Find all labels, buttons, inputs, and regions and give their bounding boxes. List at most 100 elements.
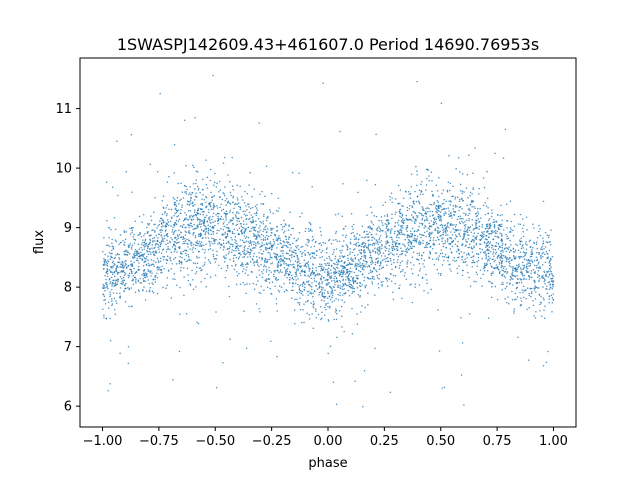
data-point	[152, 263, 155, 266]
data-point	[428, 242, 430, 245]
data-point	[461, 198, 463, 201]
data-point	[536, 247, 539, 250]
data-point	[143, 272, 145, 275]
data-point	[218, 264, 220, 267]
data-point	[447, 234, 449, 236]
data-point	[456, 196, 459, 198]
data-point	[193, 231, 195, 234]
data-point	[429, 245, 432, 248]
data-point	[240, 223, 242, 225]
data-point	[130, 287, 133, 289]
data-point	[130, 271, 133, 273]
data-point	[130, 305, 133, 308]
data-point	[351, 284, 353, 287]
x-tick-label: 0.75	[483, 434, 512, 449]
data-point	[406, 236, 409, 239]
data-point	[373, 243, 376, 246]
data-point	[288, 265, 290, 267]
data-point	[209, 168, 212, 171]
data-point	[179, 286, 181, 289]
data-point	[306, 238, 308, 241]
data-point	[545, 361, 548, 363]
data-point	[245, 347, 248, 350]
data-point	[138, 290, 140, 292]
data-point	[382, 204, 384, 206]
data-point	[463, 191, 465, 193]
data-point	[539, 266, 541, 268]
data-point	[459, 198, 461, 200]
data-point	[287, 263, 290, 266]
data-point	[488, 249, 490, 252]
data-point	[384, 246, 387, 249]
data-point	[393, 258, 395, 261]
data-point	[539, 310, 541, 312]
x-tick-label: 0.25	[370, 434, 399, 449]
data-point	[283, 219, 285, 222]
data-point	[461, 220, 463, 223]
data-point	[182, 236, 185, 239]
data-point	[542, 256, 544, 258]
data-point	[313, 271, 315, 274]
data-point	[315, 267, 317, 269]
data-point	[510, 244, 512, 246]
data-point	[220, 228, 222, 230]
data-point	[163, 237, 166, 240]
data-point	[349, 267, 352, 270]
data-point	[339, 292, 341, 294]
data-point	[377, 243, 379, 245]
data-point	[318, 248, 321, 251]
data-point	[338, 261, 340, 263]
data-point	[173, 214, 175, 217]
data-point	[441, 387, 443, 389]
data-point	[313, 290, 316, 292]
data-point	[266, 237, 269, 240]
data-point	[478, 225, 481, 227]
data-point	[410, 242, 412, 244]
data-point	[168, 208, 170, 210]
data-point	[375, 133, 377, 136]
data-point	[296, 254, 298, 257]
data-point	[315, 274, 317, 276]
data-point	[521, 273, 523, 275]
data-point	[294, 282, 297, 285]
data-point	[155, 243, 157, 245]
data-point	[446, 226, 448, 228]
data-point	[509, 239, 511, 242]
data-point	[130, 265, 133, 267]
data-point	[499, 232, 501, 235]
data-point	[136, 257, 139, 259]
data-point	[185, 254, 188, 257]
data-point	[530, 287, 533, 290]
data-point	[130, 269, 133, 271]
data-point	[366, 246, 368, 249]
data-point	[269, 256, 272, 258]
data-point	[196, 262, 199, 265]
data-point	[162, 206, 164, 209]
data-point	[264, 228, 267, 231]
data-point	[430, 220, 433, 222]
data-point	[248, 218, 250, 221]
data-point	[245, 223, 248, 225]
data-point	[522, 244, 524, 246]
data-point	[165, 229, 167, 232]
data-point	[321, 294, 323, 296]
data-point	[173, 201, 176, 204]
data-point	[174, 241, 177, 243]
data-point	[511, 272, 513, 275]
data-point	[477, 211, 479, 213]
data-point	[312, 257, 315, 259]
data-point	[218, 190, 220, 193]
data-point	[166, 233, 168, 235]
data-point	[546, 253, 549, 255]
data-point	[449, 268, 451, 270]
data-point	[430, 225, 432, 228]
data-point	[258, 234, 261, 237]
data-point	[500, 233, 503, 235]
data-point	[249, 239, 252, 242]
data-point	[146, 247, 149, 250]
data-point	[310, 292, 313, 295]
data-point	[216, 212, 219, 215]
data-point	[517, 223, 520, 225]
data-point	[297, 244, 299, 247]
data-point	[332, 292, 334, 295]
